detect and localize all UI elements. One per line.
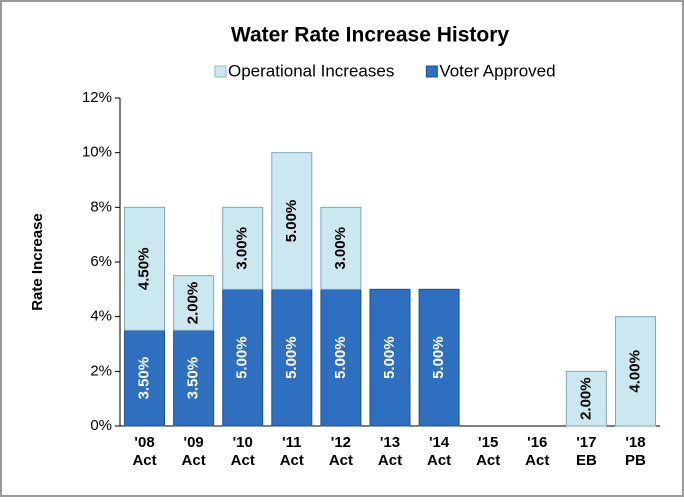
- data-label: 3.50%: [136, 357, 153, 400]
- x-tick-label: Act: [182, 452, 206, 469]
- x-tick-label: '12: [331, 434, 351, 451]
- bar-segment: [173, 329, 215, 427]
- bar-segment: [320, 206, 362, 290]
- x-tick-label: '08: [134, 434, 154, 451]
- x-tick-label: '10: [233, 434, 253, 451]
- y-tick-label: 8%: [90, 198, 112, 215]
- x-tick-label: '15: [478, 434, 498, 451]
- chart-title: Water Rate Increase History: [231, 24, 509, 47]
- x-tick-label: '13: [380, 434, 400, 451]
- x-tick-label: PB: [625, 452, 646, 469]
- y-tick-label: 12%: [82, 89, 112, 106]
- legend-label: Operational Increases: [228, 61, 394, 80]
- x-tick-label: EB: [576, 452, 597, 469]
- data-label: 4.00%: [626, 350, 643, 393]
- data-label: 5.00%: [430, 336, 447, 379]
- data-label: 2.00%: [185, 282, 202, 325]
- x-tick-label: Act: [525, 452, 549, 469]
- data-label: 5.00%: [283, 336, 300, 379]
- bar-segment: [124, 329, 166, 427]
- y-tick-label: 0%: [90, 417, 112, 434]
- data-label: 3.00%: [234, 227, 251, 270]
- y-tick-label: 2%: [90, 362, 112, 379]
- data-label: 5.00%: [332, 336, 349, 379]
- bar-segment: [369, 288, 411, 427]
- data-label: 5.00%: [283, 200, 300, 243]
- y-tick-label: 4%: [90, 308, 112, 325]
- x-tick-label: '09: [184, 434, 204, 451]
- data-label: 2.00%: [577, 377, 594, 420]
- x-tick-label: Act: [427, 452, 451, 469]
- y-axis-label: Rate Increase: [29, 213, 46, 311]
- data-label: 3.50%: [185, 357, 202, 400]
- x-tick-label: '14: [429, 434, 450, 451]
- bar-segment: [222, 288, 264, 427]
- x-tick-label: Act: [329, 452, 353, 469]
- x-tick-label: Act: [231, 452, 255, 469]
- y-tick-label: 6%: [90, 253, 112, 270]
- bar-segment: [222, 206, 264, 290]
- legend-swatch: [425, 65, 438, 78]
- x-tick-label: Act: [476, 452, 500, 469]
- x-tick-label: Act: [378, 452, 402, 469]
- bar-segment: [614, 316, 656, 427]
- y-tick-label: 10%: [82, 144, 112, 161]
- bar-segment: [173, 275, 215, 331]
- data-label: 3.00%: [332, 227, 349, 270]
- x-tick-label: Act: [280, 452, 304, 469]
- data-label: 5.00%: [234, 336, 251, 379]
- bar-segment: [565, 370, 607, 427]
- x-tick-label: '18: [625, 434, 645, 451]
- bar-segment: [320, 288, 362, 427]
- legend-swatch: [214, 65, 227, 78]
- x-tick-label: '16: [527, 434, 547, 451]
- x-tick-label: '17: [576, 434, 596, 451]
- x-tick-label: '11: [282, 434, 301, 451]
- bar-segment: [418, 288, 460, 427]
- data-label: 5.00%: [381, 336, 398, 379]
- x-tick-label: Act: [132, 452, 156, 469]
- bar-segment: [124, 206, 166, 331]
- bar-segment: [271, 288, 313, 427]
- data-label: 4.50%: [136, 248, 153, 291]
- bar-segment: [271, 152, 313, 290]
- legend-label: Voter Approved: [439, 61, 555, 80]
